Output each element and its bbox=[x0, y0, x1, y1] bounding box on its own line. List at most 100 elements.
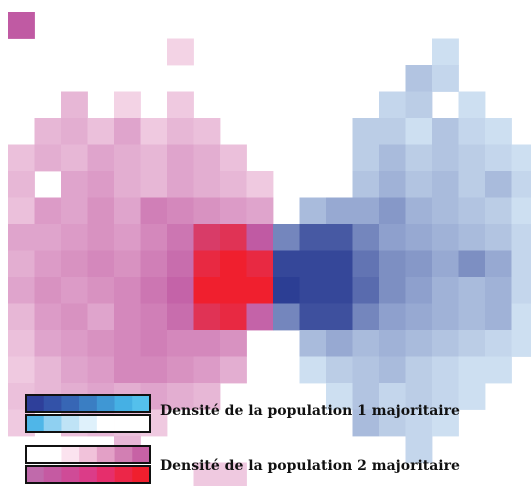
heatmap-cell bbox=[61, 91, 88, 119]
heatmap-cell bbox=[458, 277, 486, 304]
heatmap-cell bbox=[405, 250, 433, 278]
heatmap-cell bbox=[326, 250, 353, 278]
heatmap-cell bbox=[299, 250, 327, 278]
heatmap-cell bbox=[326, 277, 353, 304]
legend bbox=[25, 394, 151, 484]
heatmap-cell bbox=[352, 383, 380, 410]
heatmap-cell bbox=[114, 118, 141, 145]
heatmap-cell bbox=[167, 303, 194, 331]
heatmap-cell bbox=[511, 277, 531, 304]
heatmap-cell bbox=[326, 330, 353, 357]
legend-swatch bbox=[26, 415, 45, 432]
heatmap-cell bbox=[432, 330, 459, 357]
heatmap-cell bbox=[167, 144, 194, 172]
heatmap-cell bbox=[220, 303, 247, 331]
heatmap-cell bbox=[511, 197, 531, 225]
heatmap-cell bbox=[87, 197, 115, 225]
heatmap-cell bbox=[8, 197, 35, 225]
heatmap-cell bbox=[405, 197, 433, 225]
heatmap-cell bbox=[432, 250, 459, 278]
heatmap-cell bbox=[405, 330, 433, 357]
heatmap-cell bbox=[432, 144, 459, 172]
legend-swatch-border bbox=[25, 394, 151, 413]
legend-label-population-1: Densité de la population 1 majoritaire bbox=[160, 403, 460, 419]
heatmap-cell bbox=[405, 224, 433, 251]
heatmap-cell bbox=[167, 171, 194, 198]
heatmap-cell bbox=[8, 330, 35, 357]
heatmap-cell bbox=[193, 303, 221, 331]
heatmap-cell bbox=[405, 303, 433, 331]
heatmap-cell bbox=[432, 224, 459, 251]
heatmap-cell bbox=[379, 277, 406, 304]
heatmap-cell bbox=[34, 144, 62, 172]
heatmap-cell bbox=[299, 303, 327, 331]
heatmap-cell bbox=[405, 65, 433, 92]
heatmap-cell bbox=[352, 144, 380, 172]
heatmap-cell bbox=[193, 224, 221, 251]
heatmap-cell bbox=[167, 118, 194, 145]
heatmap-cell bbox=[485, 250, 512, 278]
heatmap-cell bbox=[326, 356, 353, 384]
heatmap-cell bbox=[193, 250, 221, 278]
heatmap-cell bbox=[167, 383, 194, 410]
heatmap-cell bbox=[140, 118, 168, 145]
heatmap-cell bbox=[379, 197, 406, 225]
heatmap-cell bbox=[34, 118, 62, 145]
heatmap-cell bbox=[140, 277, 168, 304]
heatmap-cell bbox=[246, 277, 274, 304]
heatmap-cell bbox=[140, 171, 168, 198]
heatmap-cell bbox=[114, 356, 141, 384]
heatmap-cell bbox=[246, 250, 274, 278]
heatmap-cell bbox=[61, 224, 88, 251]
heatmap-cell bbox=[405, 436, 433, 463]
heatmap-cell bbox=[87, 144, 115, 172]
heatmap-cell bbox=[405, 409, 433, 437]
heatmap-cell bbox=[193, 197, 221, 225]
heatmap-cell bbox=[34, 356, 62, 384]
heatmap-cell bbox=[167, 197, 194, 225]
legend-swatch bbox=[26, 395, 45, 412]
legend-label-population-2: Densité de la population 2 majoritaire bbox=[160, 458, 460, 474]
heatmap-cell bbox=[61, 277, 88, 304]
heatmap-cell bbox=[193, 462, 221, 486]
legend-swatch bbox=[132, 466, 151, 483]
heatmap-cell bbox=[432, 118, 459, 145]
heatmap-cell bbox=[167, 91, 194, 119]
heatmap-cell bbox=[61, 197, 88, 225]
heatmap-cell bbox=[379, 409, 406, 437]
legend-swatch bbox=[96, 395, 115, 412]
legend-swatch bbox=[114, 446, 133, 463]
heatmap-cell bbox=[193, 330, 221, 357]
heatmap-cell bbox=[458, 118, 486, 145]
heatmap-cell bbox=[140, 144, 168, 172]
heatmap-cell bbox=[511, 224, 531, 251]
heatmap-cell bbox=[220, 197, 247, 225]
legend-swatch bbox=[79, 446, 98, 463]
legend-swatch bbox=[132, 446, 151, 463]
heatmap-cell bbox=[87, 330, 115, 357]
heatmap-cell bbox=[220, 277, 247, 304]
heatmap-cell bbox=[299, 224, 327, 251]
heatmap-cell bbox=[379, 118, 406, 145]
heatmap-cell bbox=[34, 197, 62, 225]
heatmap-cell bbox=[352, 277, 380, 304]
heatmap-cell bbox=[220, 356, 247, 384]
legend-swatch bbox=[96, 466, 115, 483]
heatmap-cell bbox=[167, 250, 194, 278]
heatmap-cell bbox=[8, 224, 35, 251]
heatmap-cell bbox=[114, 224, 141, 251]
legend-swatch bbox=[96, 446, 115, 463]
legend-swatch bbox=[79, 395, 98, 412]
heatmap-cell bbox=[432, 38, 459, 66]
heatmap-cell bbox=[8, 144, 35, 172]
heatmap-cell bbox=[352, 171, 380, 198]
heatmap-cell bbox=[458, 330, 486, 357]
heatmap-cell bbox=[167, 224, 194, 251]
heatmap-cell bbox=[34, 250, 62, 278]
heatmap-cell bbox=[432, 356, 459, 384]
heatmap-cell bbox=[61, 303, 88, 331]
heatmap-cell bbox=[114, 171, 141, 198]
heatmap-cell bbox=[167, 277, 194, 304]
legend-swatch bbox=[43, 395, 62, 412]
